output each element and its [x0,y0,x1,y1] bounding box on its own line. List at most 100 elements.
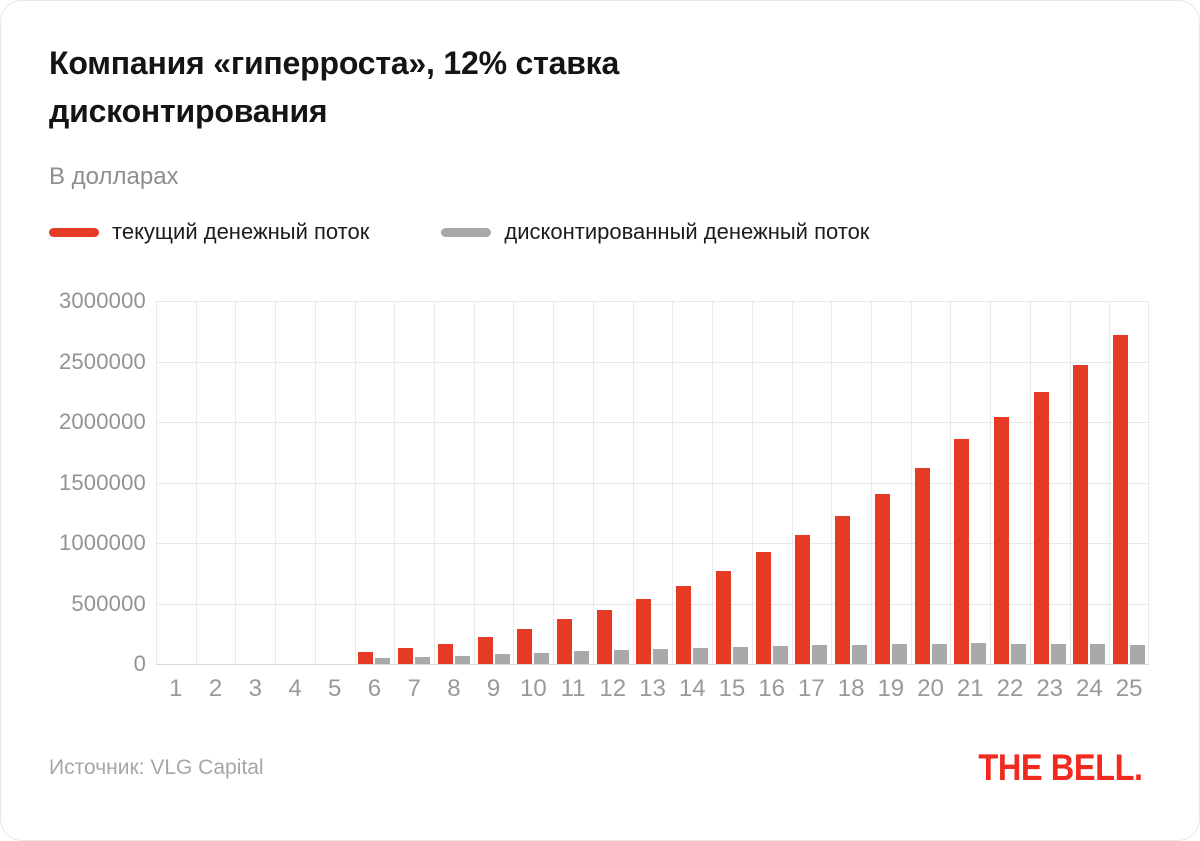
legend-item-current-cashflow: текущий денежный поток [49,219,369,245]
bar-discounted-cashflow-year-11 [574,651,590,664]
gridline-vertical [473,301,475,664]
gridline-horizontal [156,543,1149,544]
x-tick-label-year-14: 14 [678,675,706,702]
bar-group-year-11 [553,301,593,664]
x-tick-label-year-18: 18 [837,675,865,702]
gridline-vertical [156,301,157,664]
bar-group-year-17 [792,301,832,664]
legend-label-current: текущий денежный поток [112,219,370,244]
x-tick-label-year-20: 20 [917,675,944,702]
gridline-vertical [1148,301,1149,664]
x-tick-label-year-24: 24 [1076,675,1103,702]
bar-group-year-2 [196,301,236,664]
bar-discounted-cashflow-year-20 [931,643,947,664]
gridline-vertical [195,301,197,664]
y-tick-label: 1500000 [58,469,146,495]
bar-current-cashflow-year-25 [1113,334,1129,664]
bar-discounted-cashflow-year-16 [772,645,788,664]
x-tick-label-year-8: 8 [447,675,461,702]
bar-discounted-cashflow-year-25 [1130,644,1146,664]
gridline-vertical [990,301,992,664]
bar-group-year-4 [275,301,315,664]
gridline-vertical [791,301,793,664]
bar-group-year-15 [712,301,752,664]
bar-group-year-22 [990,301,1030,664]
bar-group-year-20 [911,301,951,664]
bar-discounted-cashflow-year-6 [375,657,391,664]
y-tick-label: 2000000 [58,409,146,434]
gridline-vertical [235,301,237,664]
bar-discounted-cashflow-year-19 [891,644,907,664]
bar-group-year-16 [752,301,792,664]
x-tick-label-year-4: 4 [288,675,302,702]
bar-group-year-23 [1030,301,1070,664]
legend-item-discounted-cashflow: дисконтированный денежный поток [441,219,869,245]
x-tick-label-year-11: 11 [560,675,586,702]
y-tick-label: 2500000 [58,348,146,374]
gridline-vertical [1109,301,1111,664]
bar-current-cashflow-year-8 [437,643,453,664]
bar-current-cashflow-year-6 [358,651,374,664]
bar-group-year-12 [593,301,633,664]
bar-current-cashflow-year-22 [993,416,1009,664]
gridline-vertical [831,301,833,664]
bar-discounted-cashflow-year-23 [1050,643,1066,664]
bar-discounted-cashflow-year-10 [534,652,550,664]
x-tick-label-year-19: 19 [877,675,905,702]
bar-group-year-10 [513,301,553,664]
bar-discounted-cashflow-year-15 [732,646,748,664]
bar-current-cashflow-year-13 [636,599,652,664]
bar-discounted-cashflow-year-21 [971,643,987,664]
chart-units-subtitle: В долларах [49,163,179,190]
legend-marker-discounted-icon [441,227,492,237]
gridline-vertical [712,301,714,664]
source-note: Источник: VLG Capital [49,756,264,779]
gridline-vertical [1029,301,1031,664]
bar-discounted-cashflow-year-8 [454,655,470,664]
x-tick-label-year-1: 1 [169,675,183,702]
gridline-horizontal [156,482,1149,484]
bar-current-cashflow-year-7 [398,648,414,664]
x-tick-label-year-12: 12 [599,675,627,702]
bar-group-year-8 [434,301,474,664]
bar-current-cashflow-year-24 [1073,364,1089,664]
bar-discounted-cashflow-year-9 [494,654,510,664]
bar-discounted-cashflow-year-14 [693,648,709,664]
gridline-vertical [910,301,912,664]
bar-discounted-cashflow-year-13 [653,649,669,664]
bar-group-year-5 [315,301,355,664]
bar-groups [156,301,1149,664]
y-axis-labels: 3000000 2500000 2000000 1500000 1000000 50000… [1,288,146,676]
bar-current-cashflow-year-14 [676,586,692,664]
x-tick-label-year-10: 10 [519,675,547,702]
gridline-vertical [434,301,436,664]
x-tick-label-year-3: 3 [248,675,262,702]
bar-group-year-7 [394,301,434,664]
legend: текущий денежный поток дисконтированный … [49,219,869,245]
gridline-vertical [632,301,634,664]
gridline-vertical [513,301,515,664]
bar-discounted-cashflow-year-7 [415,656,431,664]
gridline-horizontal [156,301,1149,302]
bar-group-year-19 [871,301,911,664]
x-tick-label-year-17: 17 [798,675,825,702]
x-tick-label-year-15: 15 [718,675,746,702]
x-tick-label-year-9: 9 [486,675,501,702]
bar-discounted-cashflow-year-17 [812,645,828,664]
gridline-horizontal [156,603,1149,605]
bar-current-cashflow-year-18 [835,516,851,664]
x-tick-label-year-23: 23 [1036,675,1064,702]
gridline-vertical [354,301,356,664]
gridline-vertical [672,301,674,664]
bar-current-cashflow-year-10 [517,629,533,664]
gridline-horizontal [156,361,1149,363]
gridline-vertical [592,301,594,664]
bar-discounted-cashflow-year-22 [1010,643,1026,664]
x-tick-label-year-22: 22 [996,675,1024,702]
bar-group-year-25 [1109,301,1149,664]
bar-discounted-cashflow-year-12 [613,650,629,664]
legend-marker-current-icon [49,227,99,237]
x-tick-label-year-7: 7 [407,675,421,702]
x-axis-labels: 1 2 3 4 5 6 7 8 9 10 11 12 13 14 15 16 17 18 19 20 21 22 23 24 2… [156,675,1149,703]
bar-group-year-24 [1070,301,1110,664]
